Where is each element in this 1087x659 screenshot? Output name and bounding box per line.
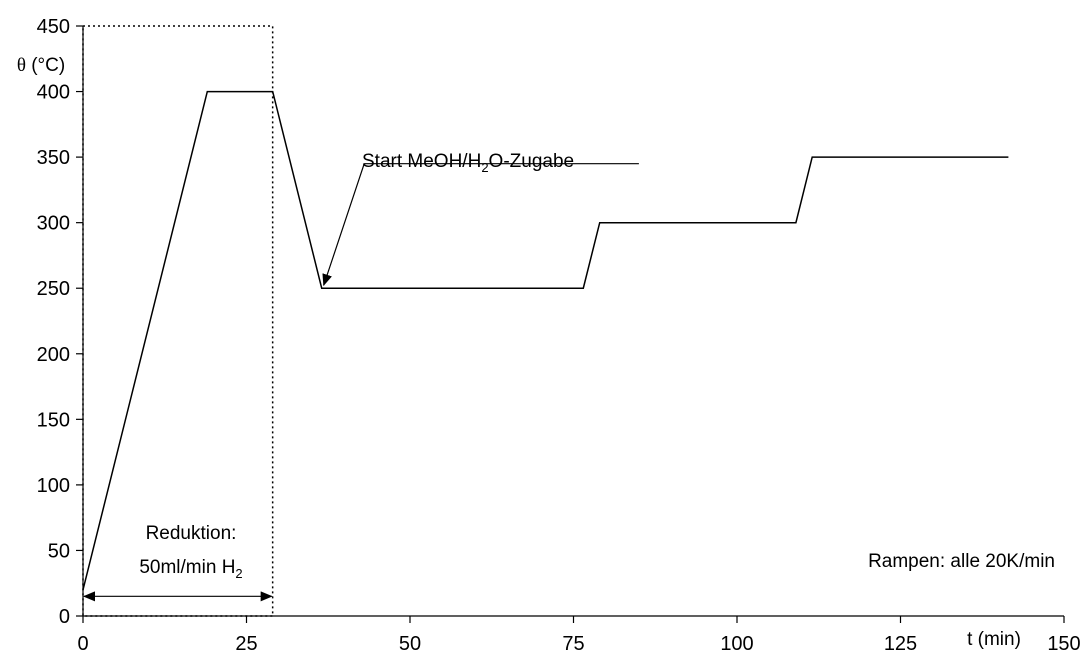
start-annotation-sub: 2 xyxy=(481,160,488,175)
series-group xyxy=(82,90,1009,590)
start-annotation-arrow xyxy=(322,163,365,287)
y-tick-label: 150 xyxy=(37,409,70,431)
reduction-label-main: 50ml/min H xyxy=(139,557,235,578)
y-tick-label: 350 xyxy=(37,147,70,169)
x-tick-label: 75 xyxy=(562,633,584,655)
y-axis-label-unit: (°C) xyxy=(26,55,65,76)
start-annotation-main: Start MeOH/H xyxy=(362,151,481,172)
annotation-group xyxy=(83,163,639,602)
y-tick-label: 0 xyxy=(59,606,70,628)
x-tick-label: 0 xyxy=(77,633,88,655)
x-tick-label: 50 xyxy=(399,633,421,655)
reduction-label-sub: 2 xyxy=(235,566,242,581)
y-tick-label: 450 xyxy=(37,16,70,38)
y-tick-label: 250 xyxy=(37,278,70,300)
y-tick-label: 100 xyxy=(37,475,70,497)
y-tick-label: 200 xyxy=(37,344,70,366)
ticks: 0 25 50 75 100 125 150 0 50 100 150 200 250 300 350 400… xyxy=(37,16,1081,655)
y-tick-label: 300 xyxy=(37,213,70,235)
temperature-series-line xyxy=(82,90,1009,590)
start-annotation-rest: O-Zugabe xyxy=(489,151,575,172)
reduction-label-line2: 50ml/min H2 xyxy=(139,557,242,581)
start-annotation-label: Start MeOH/H2O-Zugabe xyxy=(362,151,574,175)
x-tick-label: 100 xyxy=(720,633,753,655)
y-tick-label: 400 xyxy=(37,82,70,104)
x-tick-label: 125 xyxy=(884,633,917,655)
reduction-label-line1: Reduktion: xyxy=(146,523,237,544)
y-axis-label-symbol: θ xyxy=(17,55,26,76)
x-tick-label: 150 xyxy=(1047,633,1080,655)
ramps-note: Rampen: alle 20K/min xyxy=(868,551,1055,572)
y-tick-label: 50 xyxy=(48,540,70,562)
y-axis-label: θ (°C) xyxy=(17,55,65,76)
x-tick-label: 25 xyxy=(235,633,257,655)
x-axis-label: t (min) xyxy=(967,629,1021,650)
